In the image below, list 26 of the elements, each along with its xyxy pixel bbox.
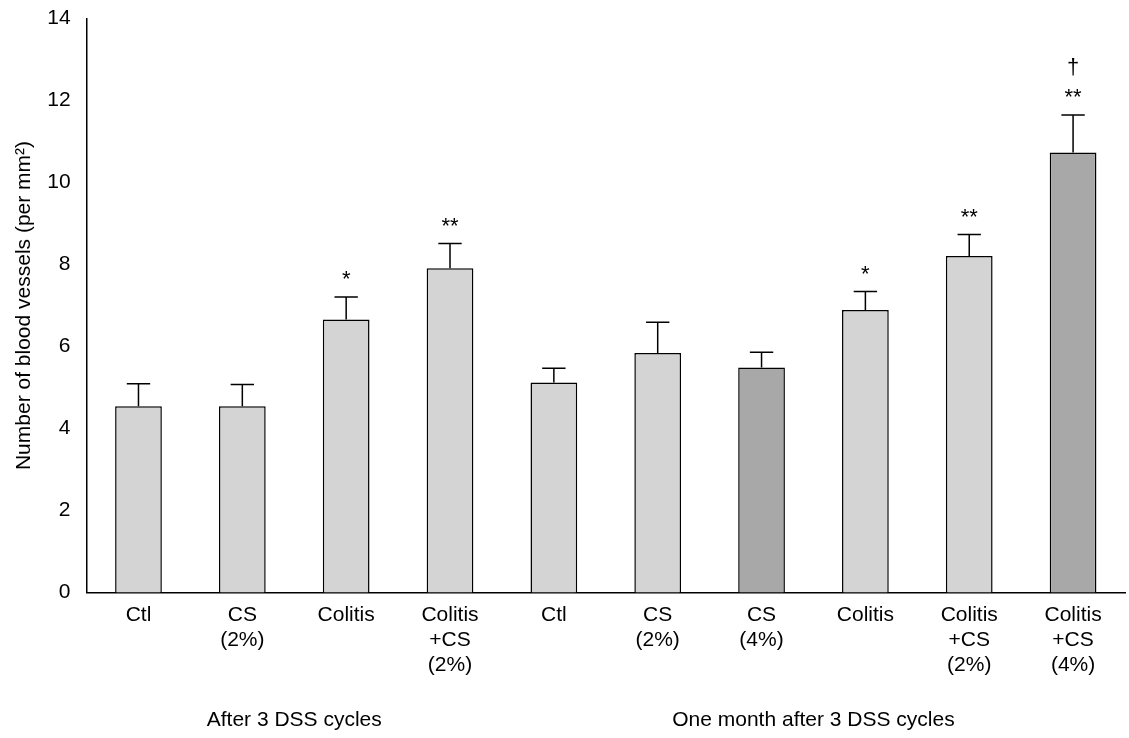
data-label: * (861, 260, 871, 286)
y-tick-label: 2 (58, 497, 71, 521)
data-label: † ** (1064, 53, 1083, 109)
y-tick-label: 14 (47, 5, 71, 29)
y-axis-title: Number of blood vessels (per mm²) (11, 140, 35, 471)
x-tick-label: Ctl (541, 601, 567, 625)
text: One month after 3 DSS cycles (672, 707, 955, 730)
data-label: ** (441, 212, 460, 238)
data-label: * (341, 265, 351, 291)
y-tick-label: 4 (58, 415, 71, 439)
y-tick-label: 10 (47, 169, 71, 193)
x-tick-label: Ctl (125, 601, 152, 625)
y-tick-label: 0 (58, 579, 71, 603)
x-tick-label: Colitis +CS (2%) (421, 601, 479, 676)
x-tick-label: CS (2%) (635, 601, 680, 650)
x-tick-label: Colitis +CS (2%) (940, 601, 998, 676)
x-tick-label: CS (2%) (220, 601, 265, 650)
y-tick-label: 6 (58, 333, 71, 357)
x-tick-label: Colitis (836, 601, 894, 625)
y-tick-label: 8 (58, 251, 71, 275)
y-tick-label: 12 (47, 87, 71, 111)
text: After 3 DSS cycles (206, 707, 382, 730)
x-tick-label: CS (4%) (739, 601, 784, 650)
x-tick-label: Colitis (317, 601, 375, 625)
data-label: ** (960, 203, 979, 229)
x-tick-label: Colitis +CS (4%) (1044, 601, 1102, 676)
